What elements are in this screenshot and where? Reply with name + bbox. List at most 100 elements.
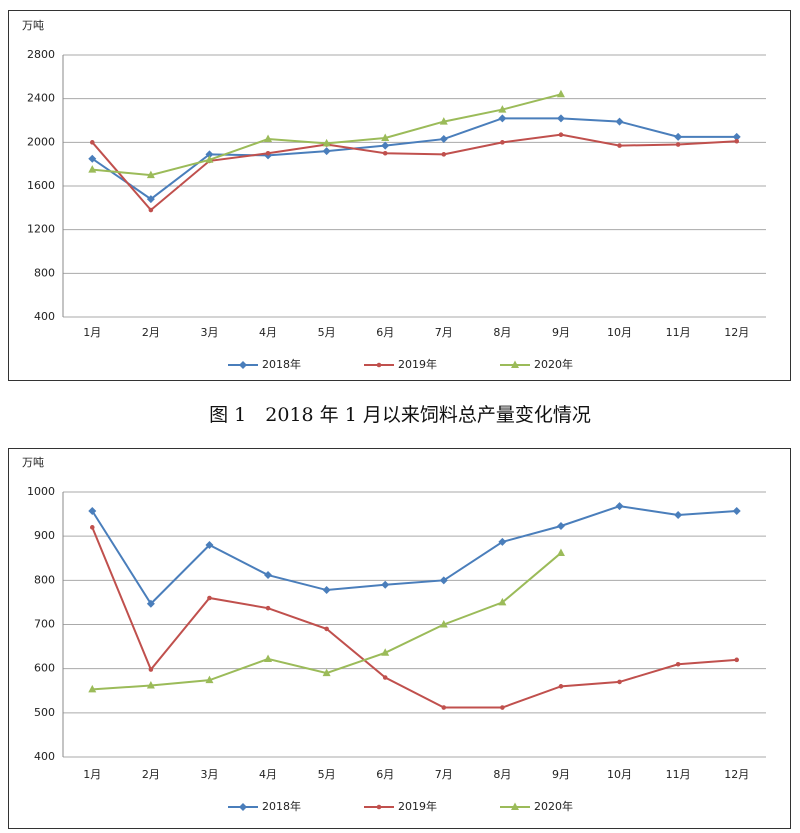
marker [381,580,390,589]
x-tick-label: 9月 [552,326,570,339]
x-tick-label: 7月 [435,768,453,781]
y-tick-label: 1200 [27,223,55,236]
x-tick-label: 11月 [666,326,691,339]
y-axis-label: 万吨 [22,19,44,32]
marker [734,138,740,144]
marker [207,595,212,601]
marker [322,138,331,147]
marker [146,170,155,179]
x-tick-label: 2月 [142,326,160,339]
y-axis-label: 万吨 [22,456,44,469]
marker [498,105,507,113]
x-tick-label: 11月 [666,768,691,781]
marker [89,140,95,145]
y-tick-label: 1600 [27,179,55,192]
marker [674,132,683,141]
marker [674,510,683,519]
marker [265,605,271,611]
x-tick-label: 6月 [376,326,394,339]
x-tick-label: 5月 [318,326,336,339]
marker [264,134,273,143]
y-tick-label: 1000 [27,485,55,498]
marker [239,361,247,369]
series-line [91,133,737,212]
marker [381,648,390,656]
marker [381,133,390,141]
marker [205,150,214,159]
y-tick-label: 500 [34,706,55,719]
marker [439,620,448,628]
y-tick-label: 400 [34,750,55,763]
x-tick-label: 10月 [607,326,632,339]
marker [439,135,448,144]
x-tick-label: 6月 [376,768,394,781]
marker [734,657,740,663]
marker [239,803,247,811]
y-tick-label: 800 [34,573,55,586]
y-tick-label: 900 [34,529,55,542]
marker [558,684,564,689]
marker [511,360,519,368]
marker [615,117,624,126]
marker [441,152,447,157]
y-tick-label: 400 [34,310,55,323]
x-tick-label: 4月 [259,326,277,339]
legend-label: 2018年 [262,357,301,371]
x-tick-label: 1月 [83,768,101,781]
marker [146,680,155,689]
chart-frame [8,448,791,829]
marker [88,165,97,173]
marker [382,150,388,156]
marker [500,140,505,145]
x-tick-label: 12月 [724,326,749,339]
caption: 图 1 2018 年 1 月以来饲料总产量变化情况 [209,404,591,426]
marker [498,114,507,123]
marker [376,804,382,810]
y-tick-label: 2800 [27,48,55,61]
series-line [91,505,737,606]
marker [556,89,565,98]
marker [205,155,214,163]
marker [265,150,271,156]
marker [264,571,273,580]
x-tick-label: 8月 [493,768,511,781]
marker [732,506,741,515]
marker [88,684,97,693]
x-tick-label: 3月 [200,768,218,781]
marker [498,537,507,546]
marker [148,667,154,672]
x-tick-label: 10月 [607,768,632,781]
marker [558,132,564,137]
marker [88,154,97,163]
marker [675,142,681,147]
x-tick-label: 7月 [435,326,453,339]
x-tick-label: 2月 [142,768,160,781]
legend-label: 2019年 [398,799,437,813]
marker [556,548,565,556]
marker [617,679,622,685]
marker [617,143,622,148]
y-tick-label: 800 [34,266,55,279]
series-line [91,526,737,709]
series-line [92,93,562,177]
x-tick-label: 8月 [493,326,511,339]
marker [556,522,565,531]
marker [381,141,390,150]
legend-label: 2020年 [534,357,573,371]
marker [88,506,97,515]
marker [376,362,382,368]
marker [498,597,507,606]
marker [556,114,565,123]
marker [500,705,505,710]
marker [615,502,624,511]
marker [264,654,273,662]
marker [322,668,331,677]
legend-label: 2020年 [534,799,573,813]
chart-frame [8,10,791,381]
legend-label: 2018年 [262,799,301,813]
marker [675,661,681,667]
marker [205,675,214,684]
x-tick-label: 1月 [83,326,101,339]
